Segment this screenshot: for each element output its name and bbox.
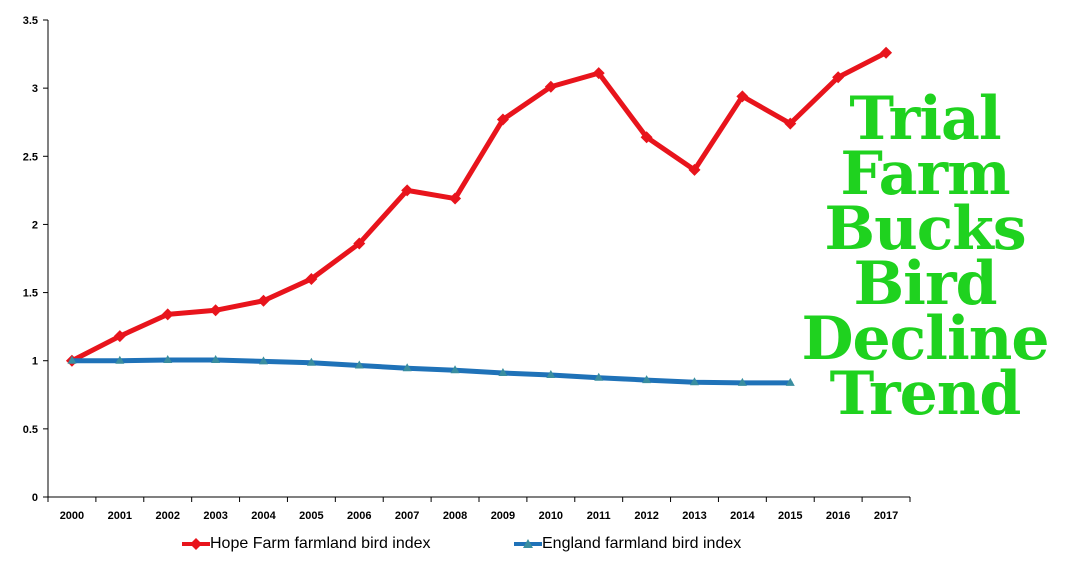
x-tick-label: 2003 (203, 510, 227, 522)
x-tick-label: 2001 (108, 510, 132, 522)
data-point-triangle[interactable] (594, 372, 604, 381)
data-point-diamond[interactable] (257, 294, 270, 307)
y-tick-label: 2.5 (23, 151, 38, 163)
data-point-triangle[interactable] (163, 355, 173, 364)
data-point-triangle[interactable] (737, 377, 747, 386)
data-point-diamond[interactable] (449, 192, 462, 205)
data-point-triangle[interactable] (690, 377, 699, 386)
series-line (69, 50, 889, 364)
data-point-diamond[interactable] (401, 184, 414, 197)
data-point-diamond[interactable] (161, 308, 174, 321)
x-tick-label: 2007 (395, 510, 419, 522)
x-tick-label: 2004 (251, 510, 276, 522)
y-tick-label: 3.5 (23, 15, 38, 27)
x-tick-label: 2002 (155, 510, 179, 522)
legend-label: England farmland bird index (542, 535, 742, 552)
data-point-triangle[interactable] (67, 355, 77, 364)
data-point-triangle[interactable] (642, 375, 652, 384)
x-tick-label: 2013 (682, 510, 706, 522)
x-tick-label: 2016 (826, 510, 850, 522)
legend-swatch-triangle-icon (514, 539, 542, 548)
data-point-triangle[interactable] (498, 367, 508, 376)
x-tick-label: 2009 (491, 510, 515, 522)
data-point-diamond[interactable] (784, 117, 797, 130)
y-axis-ticks: 0 0.5 1 1.5 2 2.5 3 3.5 (23, 15, 48, 504)
series-line (69, 357, 793, 386)
y-tick-label: 2 (32, 219, 38, 231)
data-point-diamond[interactable] (592, 67, 605, 80)
series-0 (65, 46, 893, 367)
x-tick-label: 2015 (778, 510, 802, 522)
series-1 (67, 355, 795, 386)
legend-swatch-diamond-icon (182, 538, 210, 550)
data-point-diamond[interactable] (736, 90, 749, 103)
chart-legend: Hope Farm farmland bird index England fa… (0, 535, 1080, 559)
headline-line: Trial (849, 84, 1001, 154)
headline-line: Bucks (824, 194, 1026, 264)
x-tick-label: 2014 (730, 510, 755, 522)
data-point-triangle[interactable] (354, 360, 364, 369)
data-point-triangle[interactable] (450, 365, 460, 374)
x-tick-label: 2012 (634, 510, 658, 522)
y-tick-label: 0.5 (23, 424, 38, 436)
data-point-triangle[interactable] (211, 355, 221, 364)
headline-line: Bird (853, 249, 997, 319)
data-point-diamond[interactable] (113, 330, 126, 343)
y-tick-label: 1 (32, 356, 38, 368)
y-tick-label: 3 (32, 83, 38, 95)
data-point-triangle[interactable] (785, 377, 795, 386)
headline-overlay: Trial Farm Bucks Bird Decline Trend (780, 84, 1070, 429)
data-point-triangle[interactable] (306, 357, 316, 366)
data-point-triangle[interactable] (402, 363, 412, 372)
legend-label: Hope Farm farmland bird index (210, 535, 431, 552)
headline-line: Trend (829, 359, 1022, 429)
headline-line: Farm (840, 139, 1010, 209)
x-axis-ticks: 2000 2001 2002 2003 2004 2005 2006 2007 2008 2009… (47, 497, 911, 522)
legend-item-england[interactable]: England farmland bird index (514, 535, 741, 553)
x-tick-label: 2008 (443, 510, 467, 522)
headline-line: Decline (801, 304, 1049, 374)
series-layer (65, 46, 893, 386)
data-point-diamond[interactable] (880, 46, 893, 59)
legend-item-hope-farm[interactable]: Hope Farm farmland bird index (182, 535, 431, 553)
data-point-triangle[interactable] (259, 356, 268, 365)
data-point-triangle[interactable] (115, 355, 125, 364)
data-point-diamond[interactable] (353, 237, 366, 250)
x-tick-label: 2017 (874, 510, 898, 522)
x-tick-label: 2011 (587, 510, 611, 522)
x-tick-label: 2000 (60, 510, 84, 522)
y-tick-label: 0 (32, 492, 38, 504)
data-point-triangle[interactable] (546, 370, 556, 379)
data-point-diamond[interactable] (209, 304, 222, 317)
x-tick-label: 2006 (347, 510, 371, 522)
y-tick-label: 1.5 (23, 288, 38, 300)
data-point-diamond[interactable] (640, 131, 653, 144)
data-point-diamond[interactable] (496, 113, 509, 126)
data-point-diamond[interactable] (544, 80, 557, 93)
x-tick-label: 2010 (539, 510, 563, 522)
data-point-diamond[interactable] (832, 71, 845, 84)
data-point-diamond[interactable] (688, 163, 701, 176)
data-point-diamond[interactable] (305, 272, 318, 285)
x-tick-label: 2005 (299, 510, 323, 522)
